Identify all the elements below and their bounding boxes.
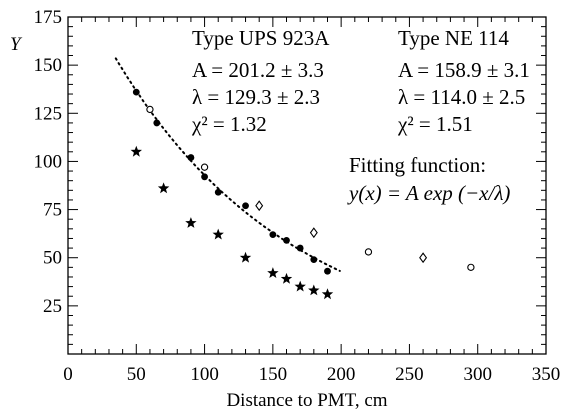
legend-ups-chi: χ² = 1.32 [191, 112, 267, 136]
x-tick-label: 300 [463, 364, 492, 385]
x-tick-label: 100 [190, 364, 219, 385]
ups-point-filled [153, 119, 161, 127]
legend-ups-title: Type UPS 923A [192, 26, 330, 50]
x-tick-label: 350 [532, 364, 561, 385]
ne-point-star [321, 288, 334, 300]
ups-point-open [364, 248, 373, 256]
ne-point-star [267, 267, 279, 278]
y-tick-label: 125 [34, 103, 63, 124]
fit-function-formula: y(x) = A exp (−x/λ) [347, 181, 510, 205]
ups-point-filled [283, 236, 290, 244]
ups-point-open [467, 263, 475, 271]
plot-frame [67, 16, 547, 355]
ups-point-filled [242, 202, 249, 210]
ups-point-filled [324, 267, 331, 275]
x-tick-label: 0 [63, 364, 73, 385]
ne-point-star [294, 280, 306, 292]
x-axis-label: Distance to PMT, cm [226, 390, 387, 411]
fit-curve [114, 57, 341, 272]
y-tick-label: 100 [34, 151, 63, 172]
fit-function-title: Fitting function: [349, 153, 486, 177]
legend-ne-title: Type NE 114 [398, 26, 509, 50]
y-tick-label: 175 [34, 7, 63, 28]
ups-point-filled [296, 244, 304, 252]
ne-point-star [280, 272, 293, 284]
x-tick-labels: 0 50 100 150 200 250 300 350 [63, 364, 560, 385]
fit-curve-group [114, 57, 341, 272]
legend-ups-lambda: λ = 129.3 ± 2.3 [192, 85, 320, 109]
x-tick-label: 150 [259, 364, 288, 385]
ups-point-filled [310, 256, 318, 264]
ne-point-star [157, 182, 170, 194]
legend-ne-chi: χ² = 1.51 [397, 112, 473, 136]
x-tick-label: 250 [395, 364, 424, 385]
legend-ups-a: A = 201.2 ± 3.3 [192, 58, 324, 82]
y-tick-label: 50 [43, 248, 62, 269]
ups-point-filled [132, 88, 140, 96]
ne-point-star [212, 228, 224, 240]
ne-point-star [239, 251, 252, 263]
ups-point-open [200, 163, 209, 171]
y-tick-label: 25 [43, 296, 62, 317]
y-tick-label: 75 [43, 200, 62, 221]
ups-point-filled [214, 188, 222, 196]
ups-point-filled [201, 173, 208, 181]
ne-point-star [185, 217, 197, 228]
y-tick-label: 150 [34, 55, 63, 76]
x-tick-label: 50 [127, 364, 146, 385]
ne-point-star [308, 284, 320, 296]
ne-point-diamond [255, 200, 264, 212]
y-tick-labels: 25 50 75 100 125 150 175 [34, 7, 63, 317]
legend-ne-a: A = 158.9 ± 3.1 [398, 58, 530, 82]
ups-point-open [146, 105, 154, 114]
ne-point-star [130, 145, 142, 157]
ups-point-filled [269, 231, 277, 239]
ups-point-filled [187, 154, 195, 161]
ne-point-diamond [419, 252, 428, 264]
ne-point-diamond [309, 227, 318, 239]
axis-ticks [67, 16, 547, 355]
x-tick-label: 200 [327, 364, 356, 385]
y-axis-label: Y [10, 34, 23, 55]
data-points [130, 88, 475, 300]
legend-ne-lambda: λ = 114.0 ± 2.5 [398, 85, 525, 109]
